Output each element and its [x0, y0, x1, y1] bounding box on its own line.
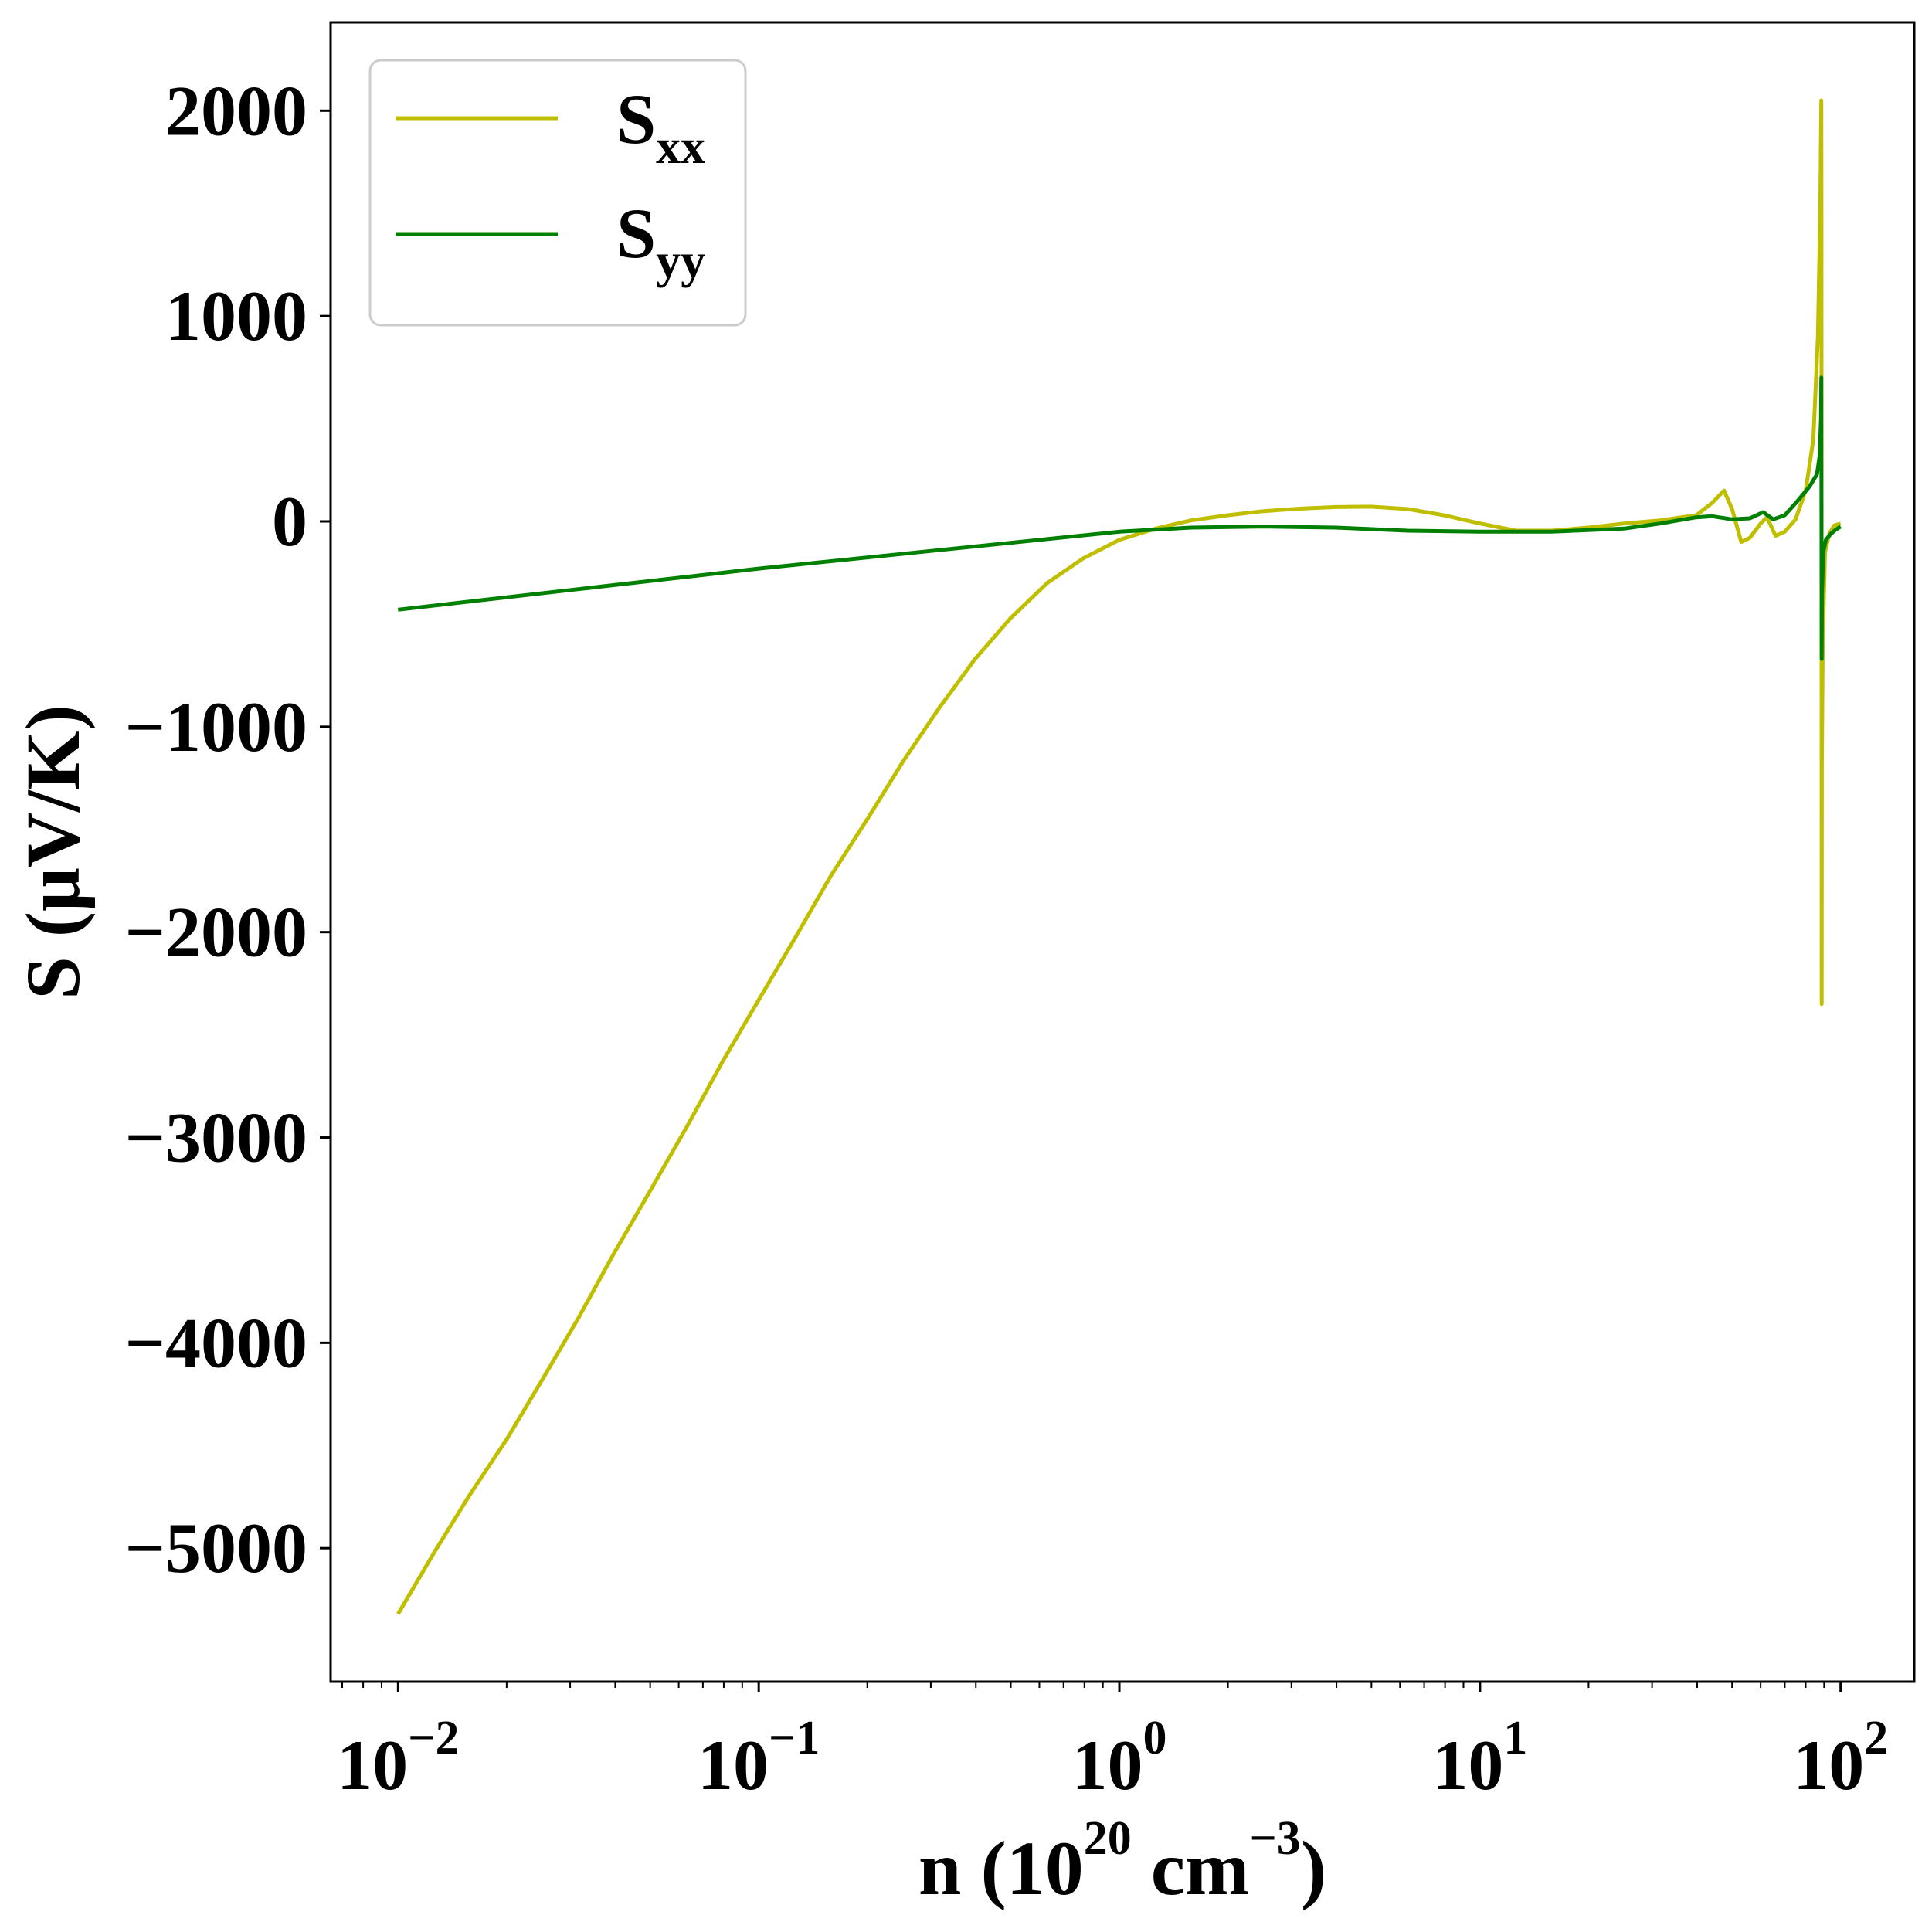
- x-tick-label: 102: [1793, 1712, 1888, 1804]
- legend-label-syy: Syy: [616, 194, 705, 288]
- y-tick-label: −4000: [125, 1303, 307, 1382]
- legend-label-sxx: Sxx: [616, 80, 705, 174]
- series-line-sxx: [396, 98, 1842, 1615]
- legend-label-sxx-main: S: [616, 80, 656, 158]
- y-tick-label: 0: [272, 482, 307, 561]
- y-tick-label: −5000: [125, 1509, 307, 1587]
- y-tick-label: 1000: [165, 277, 307, 355]
- x-tick-label-base: 10: [698, 1726, 769, 1804]
- x-tick-label: 10−1: [698, 1712, 820, 1804]
- legend-label-syy-sub: yy: [656, 233, 705, 288]
- x-tick-label-exponent: 1: [1503, 1712, 1527, 1764]
- x-tick-label-exponent: −1: [769, 1712, 820, 1764]
- y-tick-label: −1000: [125, 688, 307, 766]
- x-tick-label: 100: [1072, 1712, 1167, 1804]
- y-tick-label: −2000: [125, 893, 307, 972]
- x-tick-label-exponent: −2: [408, 1712, 459, 1764]
- legend-box: [368, 59, 747, 327]
- x-tick-label: 101: [1432, 1712, 1527, 1804]
- series-layer: [396, 98, 1842, 1615]
- x-label-prefix: n (10: [918, 1825, 1084, 1911]
- y-axis-label: S (μV/K): [10, 704, 96, 1000]
- x-axis-label: n (1020 cm−3): [918, 1812, 1326, 1911]
- x-tick-label-base: 10: [1793, 1726, 1864, 1804]
- x-tick-label-base: 10: [1432, 1726, 1503, 1804]
- x-axis-ticks: 10−2 10−1 100 101 102: [337, 1682, 1888, 1804]
- y-tick-label: −3000: [125, 1098, 307, 1177]
- x-tick-label-exponent: 2: [1864, 1712, 1888, 1764]
- legend: Sxx Syy: [368, 59, 747, 327]
- x-tick-label-exponent: 0: [1143, 1712, 1167, 1764]
- y-axis-ticks: 2000 1000 0 −1000 −2000 −3000 −4000 −5000: [125, 71, 331, 1587]
- x-tick-label-base: 10: [337, 1726, 408, 1804]
- x-label-unit: cm: [1132, 1825, 1250, 1911]
- x-label-suffix: ): [1301, 1825, 1326, 1911]
- y-tick-label: 2000: [165, 71, 307, 150]
- axes-frame: [329, 21, 1916, 1683]
- x-label-exponent-1: 20: [1084, 1812, 1132, 1865]
- plot-area: 10−2 10−1 100 101 102 200010000−1000−2000−30…: [125, 21, 1916, 1804]
- x-tick-label: 10−2: [337, 1712, 459, 1804]
- legend-label-syy-main: S: [616, 194, 656, 273]
- x-tick-label-base: 10: [1072, 1726, 1143, 1804]
- series-line-syy: [398, 375, 1842, 661]
- legend-label-sxx-sub: xx: [656, 119, 705, 174]
- x-label-exponent-2: −3: [1249, 1812, 1300, 1865]
